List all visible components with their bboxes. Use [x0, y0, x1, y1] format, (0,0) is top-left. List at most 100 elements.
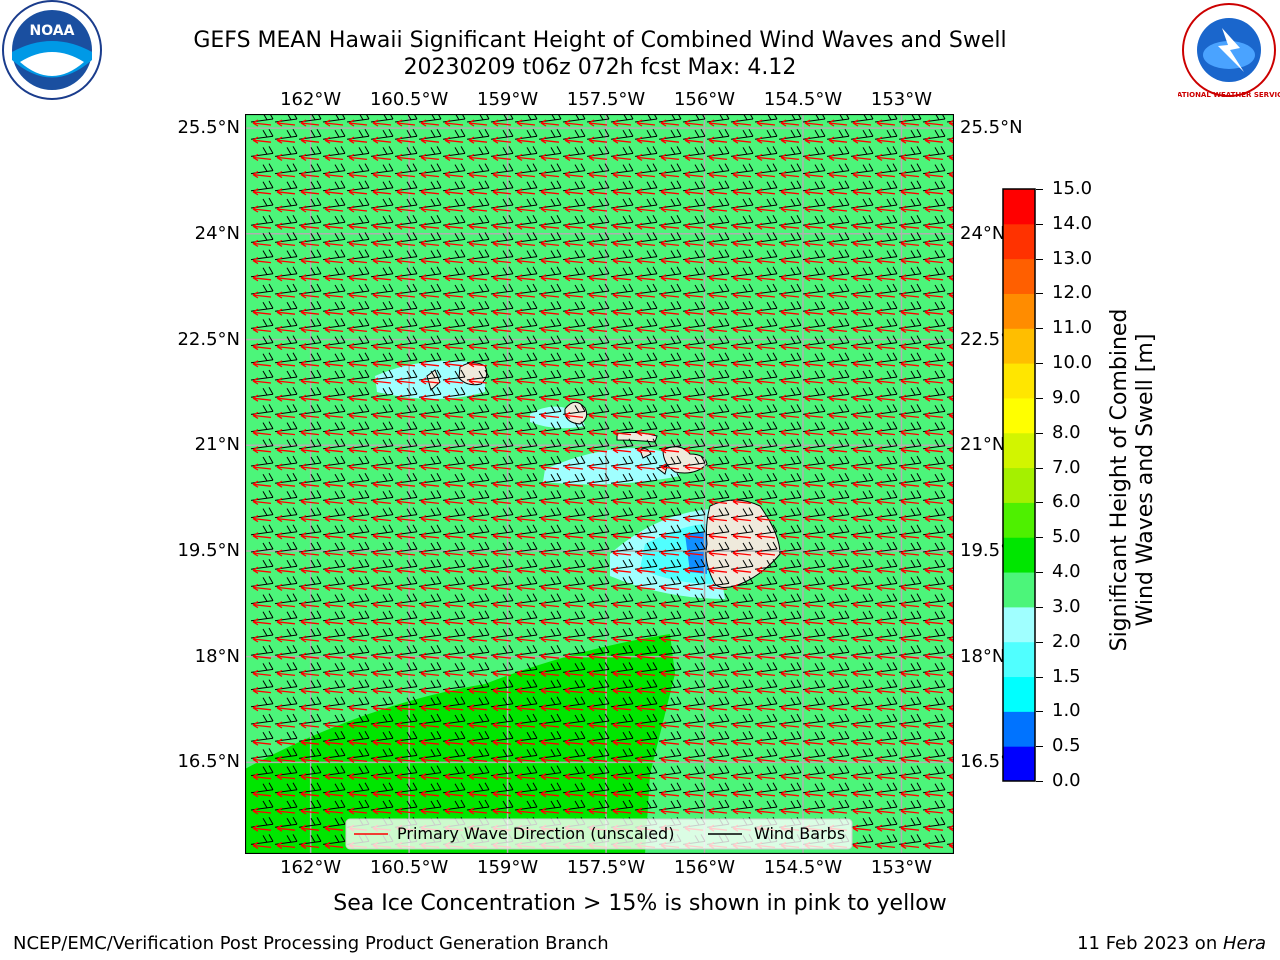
wave-arrow: [612, 429, 632, 437]
wave-arrow: [660, 532, 680, 540]
wave-arrow: [756, 532, 776, 540]
wave-arrow: [828, 755, 848, 763]
wave-arrow: [372, 377, 392, 385]
wave-arrow: [348, 325, 368, 333]
wave-arrow: [348, 171, 368, 179]
wave-arrow: [804, 669, 824, 677]
wave-arrow: [708, 136, 728, 144]
wave-arrow: [804, 325, 824, 333]
wave-arrow: [876, 807, 896, 815]
wave-arrow: [348, 807, 368, 815]
wave-arrow: [564, 325, 584, 333]
wave-arrow: [804, 377, 824, 385]
wave-arrow: [636, 429, 656, 437]
wave-arrow: [852, 515, 872, 523]
wave-arrow: [276, 188, 296, 196]
wave-arrow: [396, 308, 416, 316]
wave-arrow: [396, 411, 416, 419]
wave-arrow: [372, 721, 392, 729]
wave-arrow: [924, 618, 944, 626]
wave-arrow: [924, 583, 944, 591]
wave-arrow: [876, 601, 896, 609]
wave-arrow: [636, 291, 656, 299]
wave-arrow: [612, 411, 632, 419]
lat-tick-label: 24°N: [960, 222, 1006, 244]
wave-arrow: [540, 566, 560, 574]
wave-arrow: [492, 532, 512, 540]
legend-barb-label: Wind Barbs: [754, 824, 845, 843]
wave-arrow: [588, 549, 608, 557]
wave-arrow: [348, 601, 368, 609]
wave-arrow: [804, 704, 824, 712]
wave-arrow: [540, 704, 560, 712]
colorbar-segment: [1003, 711, 1035, 747]
wave-arrow: [300, 480, 320, 488]
wave-arrow: [252, 790, 272, 798]
wave-arrow: [708, 497, 728, 505]
wave-arrow: [732, 188, 752, 196]
wave-arrow: [780, 446, 800, 454]
wave-arrow: [468, 738, 488, 746]
wave-arrow: [420, 136, 440, 144]
wave-arrow: [924, 325, 944, 333]
wave-arrow: [444, 188, 464, 196]
wave-arrow: [708, 738, 728, 746]
wave-arrow: [540, 755, 560, 763]
wave-arrow: [516, 239, 536, 247]
wave-arrow: [636, 480, 656, 488]
wave-arrow: [372, 171, 392, 179]
wave-arrow: [612, 755, 632, 763]
wave-arrow: [540, 429, 560, 437]
wave-arrow: [684, 635, 704, 643]
wave-arrow: [300, 429, 320, 437]
wave-arrow: [324, 687, 344, 695]
wave-arrow: [564, 136, 584, 144]
wave-arrow: [300, 377, 320, 385]
wave-arrow: [444, 291, 464, 299]
wave-arrow: [348, 773, 368, 781]
wave-arrow: [540, 188, 560, 196]
wave-arrow: [324, 257, 344, 265]
wave-arrow: [516, 549, 536, 557]
wave-arrow: [684, 652, 704, 660]
wave-arrow: [468, 704, 488, 712]
wave-arrow: [564, 429, 584, 437]
wave-arrow: [300, 411, 320, 419]
wave-arrow: [636, 669, 656, 677]
colorbar: [1002, 188, 1036, 782]
wave-arrow: [612, 136, 632, 144]
wave-arrow: [828, 480, 848, 488]
wave-arrow: [876, 291, 896, 299]
wave-arrow: [396, 515, 416, 523]
lat-tick-label: 21°N: [960, 434, 1006, 456]
wave-arrow: [540, 515, 560, 523]
wave-arrow: [324, 171, 344, 179]
wave-arrow: [324, 532, 344, 540]
colorbar-tick-mark: [1036, 189, 1043, 190]
wave-arrow: [804, 205, 824, 213]
wave-arrow: [732, 239, 752, 247]
wave-arrow: [300, 841, 320, 849]
wave-arrow: [780, 377, 800, 385]
wave-arrow: [300, 446, 320, 454]
wave-arrow: [708, 532, 728, 540]
wave-arrow: [924, 721, 944, 729]
lon-tick-label: 157.5°W: [566, 857, 646, 878]
wave-arrow: [324, 394, 344, 402]
wave-arrow: [252, 721, 272, 729]
wave-arrow: [588, 171, 608, 179]
wave-arrow: [804, 807, 824, 815]
wave-arrow: [780, 153, 800, 161]
wave-arrow: [756, 515, 776, 523]
wave-arrow: [900, 704, 920, 712]
wave-arrow: [324, 583, 344, 591]
wave-arrow: [684, 222, 704, 230]
wave-arrow: [732, 738, 752, 746]
wave-arrow: [780, 239, 800, 247]
wave-arrow: [900, 188, 920, 196]
wave-arrow: [276, 635, 296, 643]
wave-arrow: [876, 171, 896, 179]
wave-arrow: [612, 618, 632, 626]
wave-arrow: [660, 171, 680, 179]
wave-arrow: [780, 274, 800, 282]
